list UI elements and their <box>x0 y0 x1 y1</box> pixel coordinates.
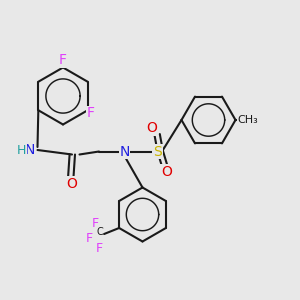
Text: N: N <box>119 145 130 158</box>
Text: S: S <box>153 145 162 158</box>
Text: O: O <box>161 165 172 179</box>
Text: F: F <box>87 106 95 120</box>
Text: F: F <box>85 232 93 245</box>
Text: O: O <box>67 177 77 190</box>
Text: F: F <box>96 242 103 256</box>
Text: C: C <box>96 226 103 237</box>
Text: F: F <box>92 217 99 230</box>
Text: H: H <box>17 143 26 157</box>
Text: N: N <box>25 143 35 157</box>
Text: F: F <box>59 53 67 67</box>
Text: O: O <box>146 122 157 135</box>
Text: CH₃: CH₃ <box>237 115 258 125</box>
